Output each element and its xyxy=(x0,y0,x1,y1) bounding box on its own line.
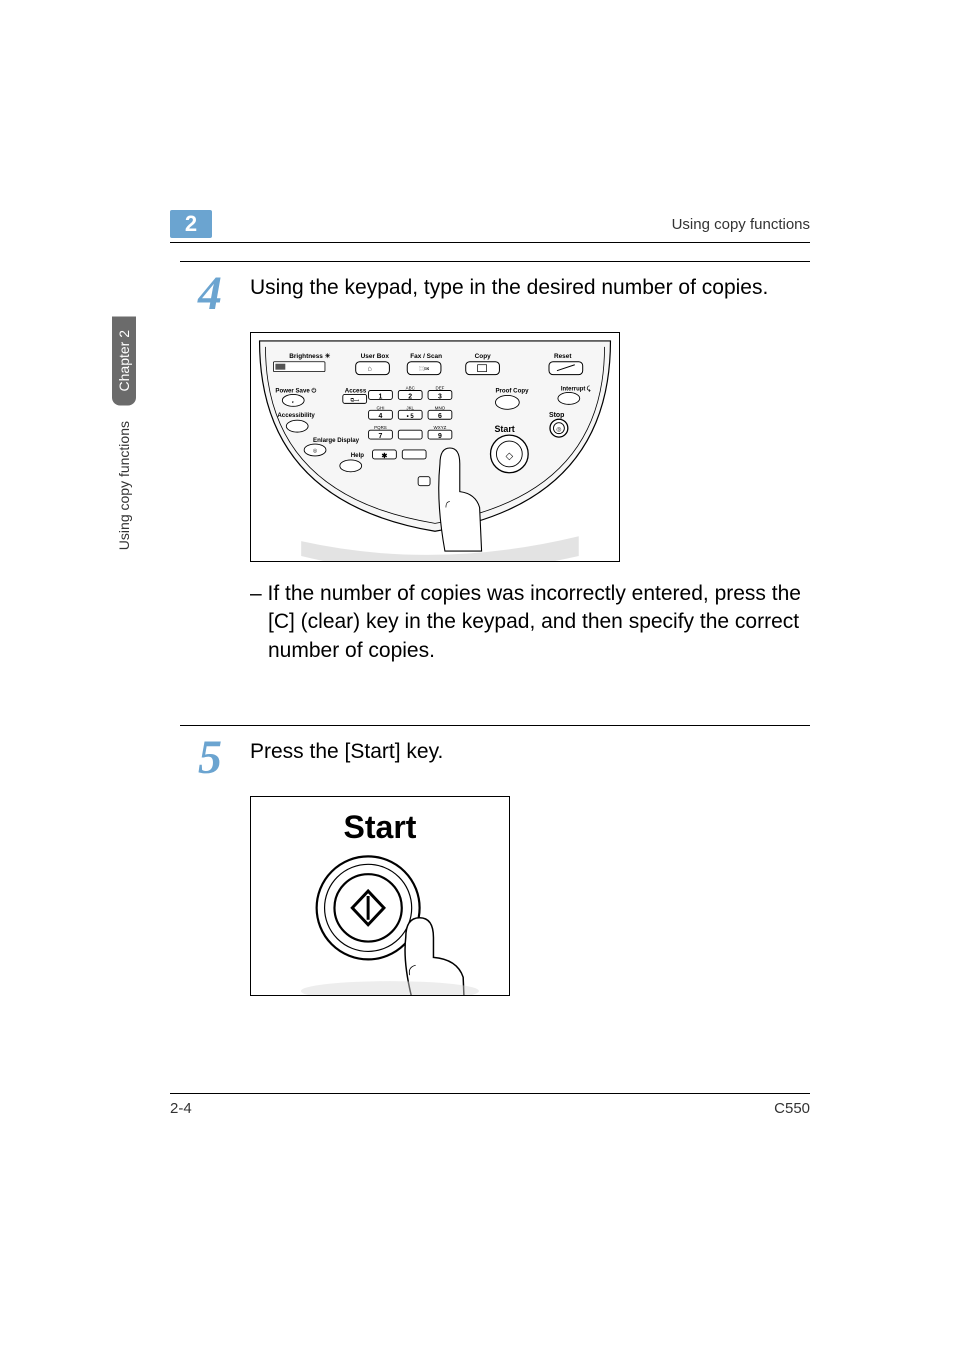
svg-text:DEF: DEF xyxy=(435,386,444,391)
svg-text:◎: ◎ xyxy=(556,427,561,433)
step-5: 5 Press the [Start] key. xyxy=(170,734,810,782)
svg-text:WXYZ: WXYZ xyxy=(434,425,447,430)
label-stop: Stop xyxy=(549,412,564,419)
label-interrupt: Interrupt ⤹ xyxy=(561,385,591,392)
svg-text:ABC: ABC xyxy=(406,386,416,391)
header: 2 Using copy functions xyxy=(170,210,810,238)
step-rule-5 xyxy=(180,725,810,726)
svg-text:PQRS: PQRS xyxy=(374,425,387,430)
footer-page: 2-4 xyxy=(170,1100,192,1117)
svg-text:1: 1 xyxy=(379,393,383,400)
svg-text:✱: ✱ xyxy=(382,452,388,460)
svg-text:4: 4 xyxy=(379,413,383,420)
start-button-figure: Start xyxy=(250,796,510,996)
step-text-5: Press the [Start] key. xyxy=(250,734,810,766)
svg-text:6: 6 xyxy=(438,413,442,420)
control-panel-figure: Brightness ☀ User Box Fax / Scan Copy Re… xyxy=(250,332,620,562)
step-number: 4 xyxy=(170,270,250,318)
svg-text:◇: ◇ xyxy=(506,451,514,462)
footer-rule xyxy=(170,1093,810,1094)
tab-section: Using copy functions xyxy=(112,407,136,588)
svg-text:• 5: • 5 xyxy=(407,414,415,420)
step-rule xyxy=(180,261,810,262)
page-content: 2 Using copy functions 4 Using the keypa… xyxy=(170,210,810,1014)
chapter-number: 2 xyxy=(170,210,212,238)
svg-text:JKL: JKL xyxy=(406,405,414,410)
step-text: Using the keypad, type in the desired nu… xyxy=(250,270,810,302)
header-rule xyxy=(170,242,810,243)
svg-text:7: 7 xyxy=(379,433,383,440)
svg-text:⌂: ⌂ xyxy=(367,366,371,373)
label-brightness: Brightness ☀ xyxy=(289,353,330,360)
svg-text:3: 3 xyxy=(438,393,442,400)
panel-svg: Brightness ☀ User Box Fax / Scan Copy Re… xyxy=(251,333,619,561)
footer: 2-4 C550 xyxy=(170,1093,810,1117)
svg-text:GHI: GHI xyxy=(377,405,385,410)
step4-bullet: – If the number of copies was incorrectl… xyxy=(250,580,810,665)
svg-text:◐: ◐ xyxy=(292,400,295,405)
label-access: Access xyxy=(345,387,367,394)
svg-text:2: 2 xyxy=(408,393,412,400)
label-reset: Reset xyxy=(554,353,572,360)
label-enlarge: Enlarge Display xyxy=(313,437,360,444)
step-number-5: 5 xyxy=(170,734,250,782)
side-tabs: Chapter 2 Using copy functions xyxy=(112,316,136,591)
label-powersave: Power Save ⏻ xyxy=(275,387,316,394)
label-start: Start xyxy=(494,424,514,434)
label-accessibility: Accessibility xyxy=(277,412,315,419)
svg-text:MNO: MNO xyxy=(435,405,446,410)
svg-text:◎: ◎ xyxy=(313,448,318,454)
svg-text:9: 9 xyxy=(438,433,442,440)
label-proofcopy: Proof Copy xyxy=(495,387,529,394)
start-label: Start xyxy=(251,809,509,846)
label-copy: Copy xyxy=(475,353,492,360)
svg-text:⧉⟶: ⧉⟶ xyxy=(350,397,359,403)
label-help: Help xyxy=(351,452,365,459)
label-userbox: User Box xyxy=(361,353,390,360)
step-4: 4 Using the keypad, type in the desired … xyxy=(170,270,810,318)
svg-text:⿴/✉: ⿴/✉ xyxy=(419,366,429,373)
tab-chapter: Chapter 2 xyxy=(112,316,136,405)
label-faxscan: Fax / Scan xyxy=(410,353,442,360)
footer-model: C550 xyxy=(774,1100,810,1117)
page-title: Using copy functions xyxy=(672,216,810,233)
